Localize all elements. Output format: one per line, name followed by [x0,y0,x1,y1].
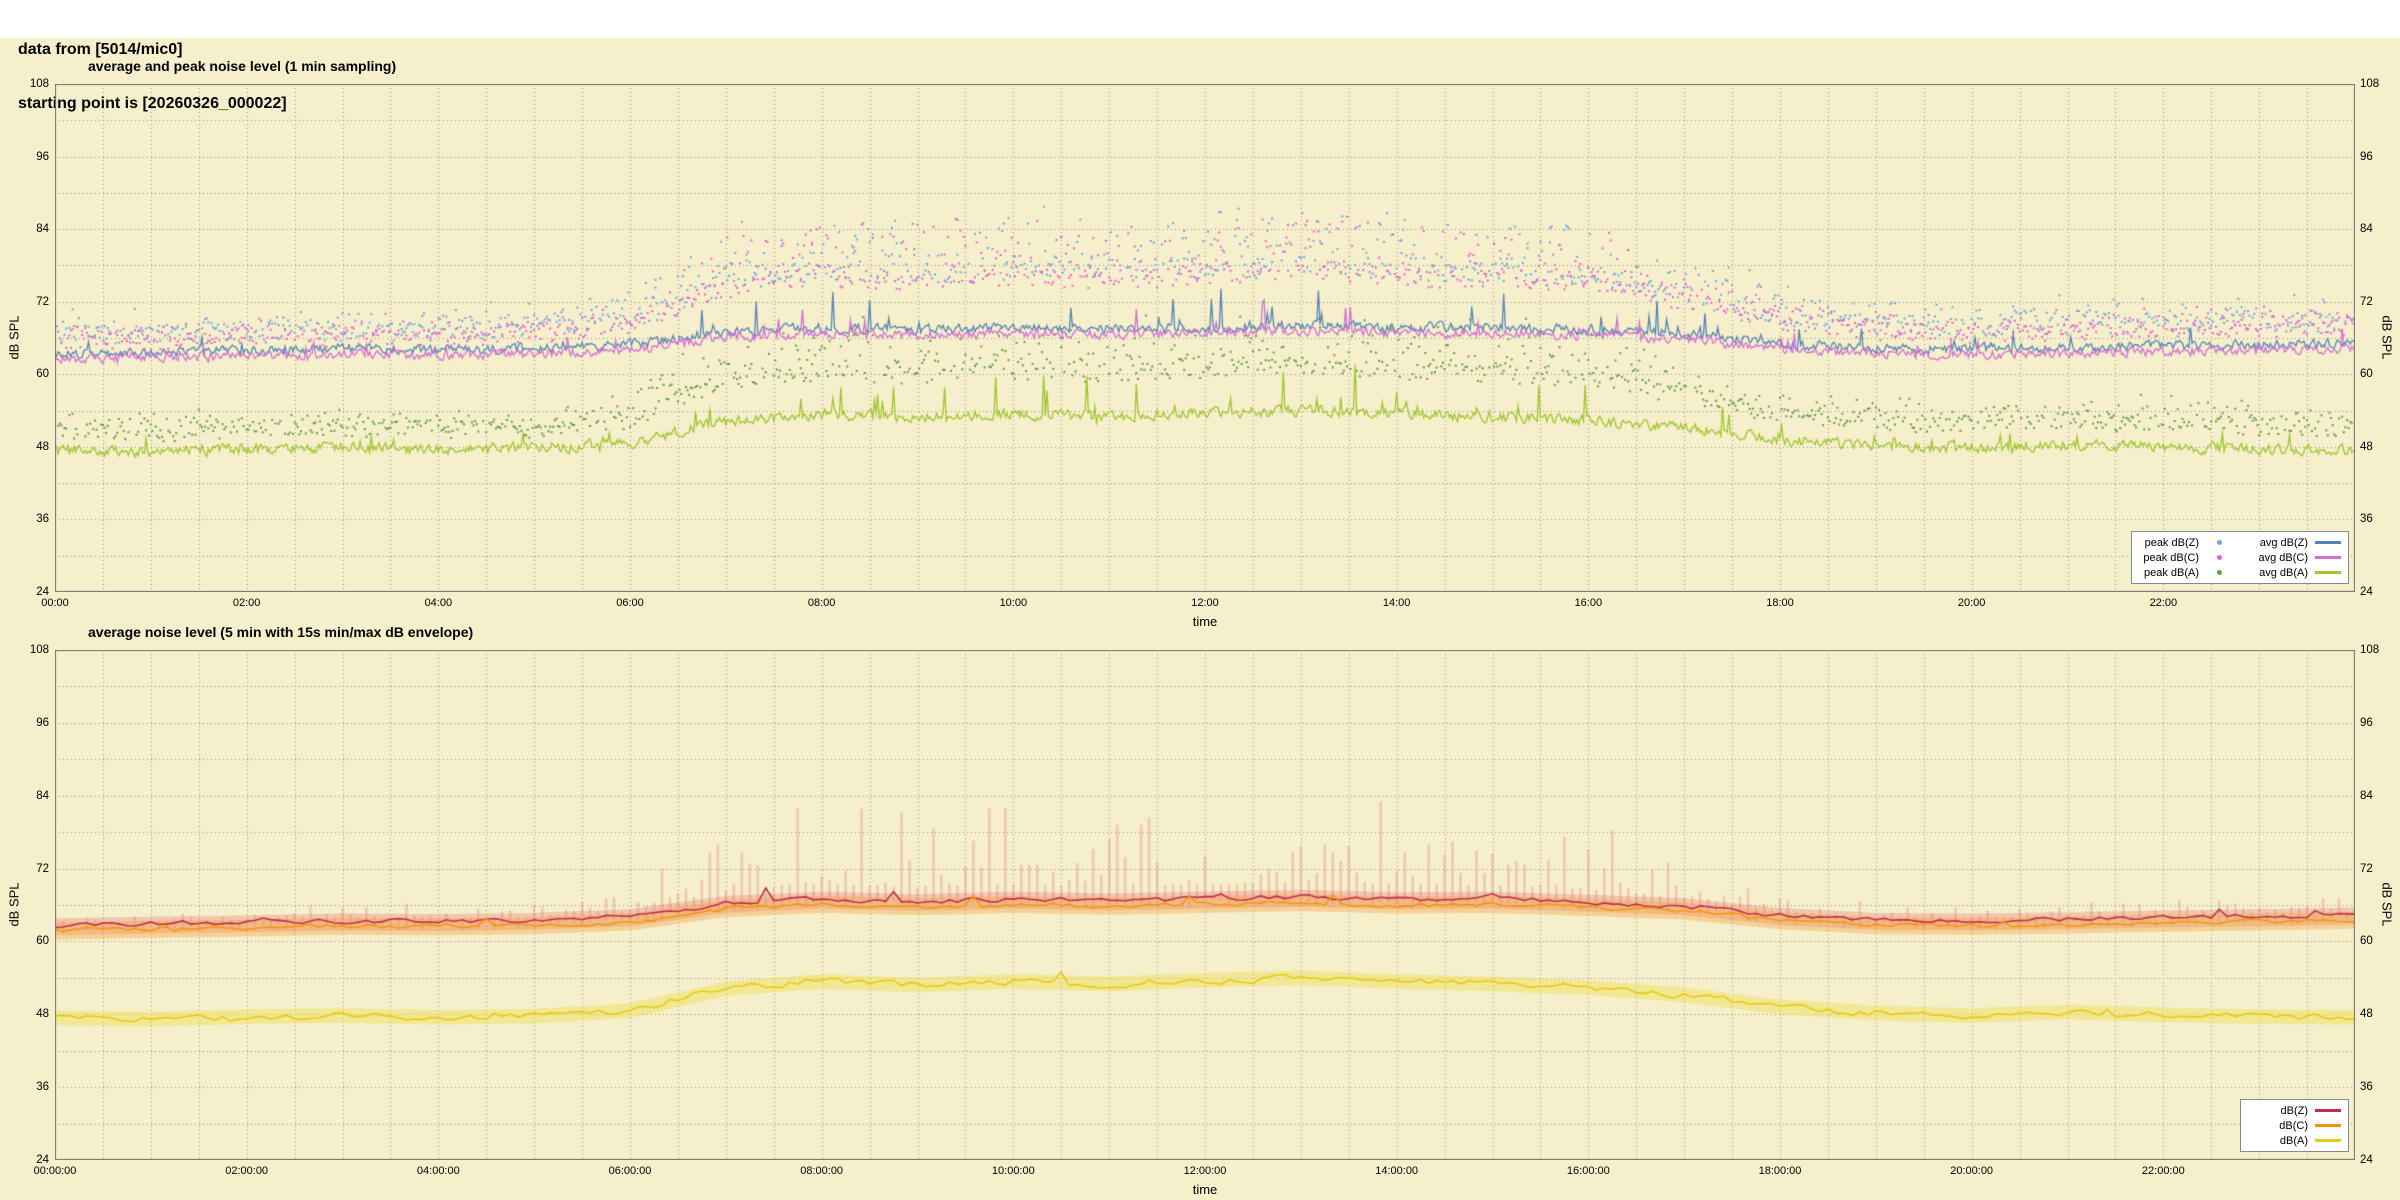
y-tick-label: 72 [36,862,49,875]
y-tick-label: 24 [2360,586,2373,598]
x-tick-label: 14:00 [1382,597,1411,609]
y-tick-label: 24 [36,586,49,598]
y-tick-label: 108 [29,78,49,90]
y-axis-label-left: dB SPL [6,315,22,360]
chart-top-noise-1min: average and peak noise level (1 min samp… [0,58,2400,629]
x-tick-label: 02:00 [232,597,261,609]
x-tick-label: 20:00:00 [1950,1165,1994,1177]
y-tick-label: 84 [36,223,49,236]
legend: dB(Z) dB(C) dB(A) [2240,1099,2349,1152]
x-tick-label: 08:00 [807,597,836,609]
y-tick-label: 36 [36,513,49,526]
legend-item: peak dB(Z) [2139,535,2232,550]
x-tick-label: 12:00 [1191,597,1219,609]
legend-item: avg dB(A) [2248,565,2341,580]
y-tick-label: 36 [2360,513,2373,526]
y-tick-label: 84 [36,789,49,802]
y-tick-label: 108 [2360,78,2380,90]
y-tick-label: 60 [36,935,49,948]
legend-line-marker-icon [2315,571,2341,574]
y-tick-label: 72 [2360,862,2373,875]
y-tick-label: 24 [2360,1154,2373,1166]
legend-line-marker-icon [2315,1139,2341,1142]
x-tick-label: 12:00:00 [1183,1165,1227,1177]
y-tick-label: 96 [36,150,49,163]
y-tick-label: 48 [36,1008,49,1021]
x-tick-label: 06:00:00 [608,1165,652,1177]
y-tick-label: 60 [2360,935,2373,948]
x-tick-label: 00:00:00 [33,1165,77,1177]
legend-line-marker-icon [2315,541,2341,544]
x-tick-label: 02:00:00 [225,1165,269,1177]
x-tick-label: 22:00 [2149,597,2178,609]
legend-item: dB(Z) [2248,1103,2341,1118]
legend-dot-marker-icon [2206,555,2232,560]
legend-dot-marker-icon [2206,540,2232,545]
legend-dot-marker-icon [2206,570,2232,575]
y-tick-label: 84 [2360,789,2373,802]
y-tick-label: 24 [36,1154,49,1166]
legend: peak dB(Z) peak dB(C) peak dB(A) avg dB(Z) a… [2131,531,2349,584]
y-tick-label: 72 [2360,295,2373,308]
y-tick-label: 48 [36,440,49,453]
x-tick-label: 20:00 [1957,597,1986,609]
x-tick-label: 08:00:00 [800,1165,844,1177]
y-tick-label: 96 [2360,716,2373,729]
legend-label: avg dB(C) [2258,551,2308,564]
y-axis-label-right: dB SPL [2379,315,2395,360]
legend-label: avg dB(Z) [2259,536,2308,549]
legend-label: peak dB(Z) [2144,536,2199,549]
x-tick-label: 06:00 [616,597,644,609]
legend-line-marker-icon [2315,1124,2341,1127]
x-tick-label: 04:00 [424,597,453,609]
legend-item: peak dB(A) [2139,565,2232,580]
header-line1: data from [5014/mic0] [18,41,183,58]
legend-label: peak dB(C) [2143,551,2199,564]
chart-bottom-noise-5min: average noise level (5 min with 15s min/… [0,624,2400,1197]
y-tick-label: 96 [36,716,49,729]
legend-item: avg dB(Z) [2248,535,2341,550]
legend-item: peak dB(C) [2139,550,2232,565]
y-tick-label: 72 [36,295,49,308]
legend-line-marker-icon [2315,556,2341,559]
x-tick-label: 04:00:00 [416,1165,460,1177]
x-tick-label: 16:00:00 [1566,1165,1610,1177]
legend-label: avg dB(A) [2259,566,2308,579]
legend-label: peak dB(A) [2143,566,2199,579]
x-tick-label: 18:00 [1766,597,1794,609]
x-tick-label: 00:00 [41,597,69,609]
y-tick-label: 96 [2360,150,2373,163]
legend-item: avg dB(C) [2248,550,2341,565]
legend-label: dB(Z) [2280,1104,2309,1117]
chart-canvas [55,650,2355,1160]
y-tick-label: 60 [36,368,49,381]
chart-canvas [55,84,2355,592]
y-tick-label: 36 [2360,1081,2373,1094]
y-axis-label-right: dB SPL [2379,882,2395,927]
y-tick-label: 48 [2360,1008,2373,1021]
y-axis-label-left: dB SPL [6,882,22,927]
legend-label: dB(C) [2279,1119,2308,1132]
legend-item: dB(C) [2248,1118,2341,1133]
x-tick-label: 10:00:00 [991,1165,1035,1177]
x-tick-label: 22:00:00 [2141,1165,2185,1177]
x-tick-label: 16:00 [1574,597,1603,609]
chart-title: average and peak noise level (1 min samp… [88,58,397,74]
x-axis-label: time [1192,1182,1218,1197]
x-tick-label: 10:00 [999,597,1028,609]
y-tick-label: 36 [36,1081,49,1094]
legend-item: dB(A) [2248,1133,2341,1148]
y-tick-label: 108 [29,644,49,656]
y-tick-label: 60 [2360,368,2373,381]
x-tick-label: 14:00:00 [1375,1165,1419,1177]
x-tick-label: 18:00:00 [1758,1165,1802,1177]
chart-title: average noise level (5 min with 15s min/… [88,624,474,640]
y-tick-label: 108 [2360,644,2380,656]
legend-line-marker-icon [2315,1109,2341,1112]
legend-label: dB(A) [2279,1134,2308,1147]
y-tick-label: 48 [2360,440,2373,453]
x-axis-label: time [1192,614,1218,629]
y-tick-label: 84 [2360,223,2373,236]
